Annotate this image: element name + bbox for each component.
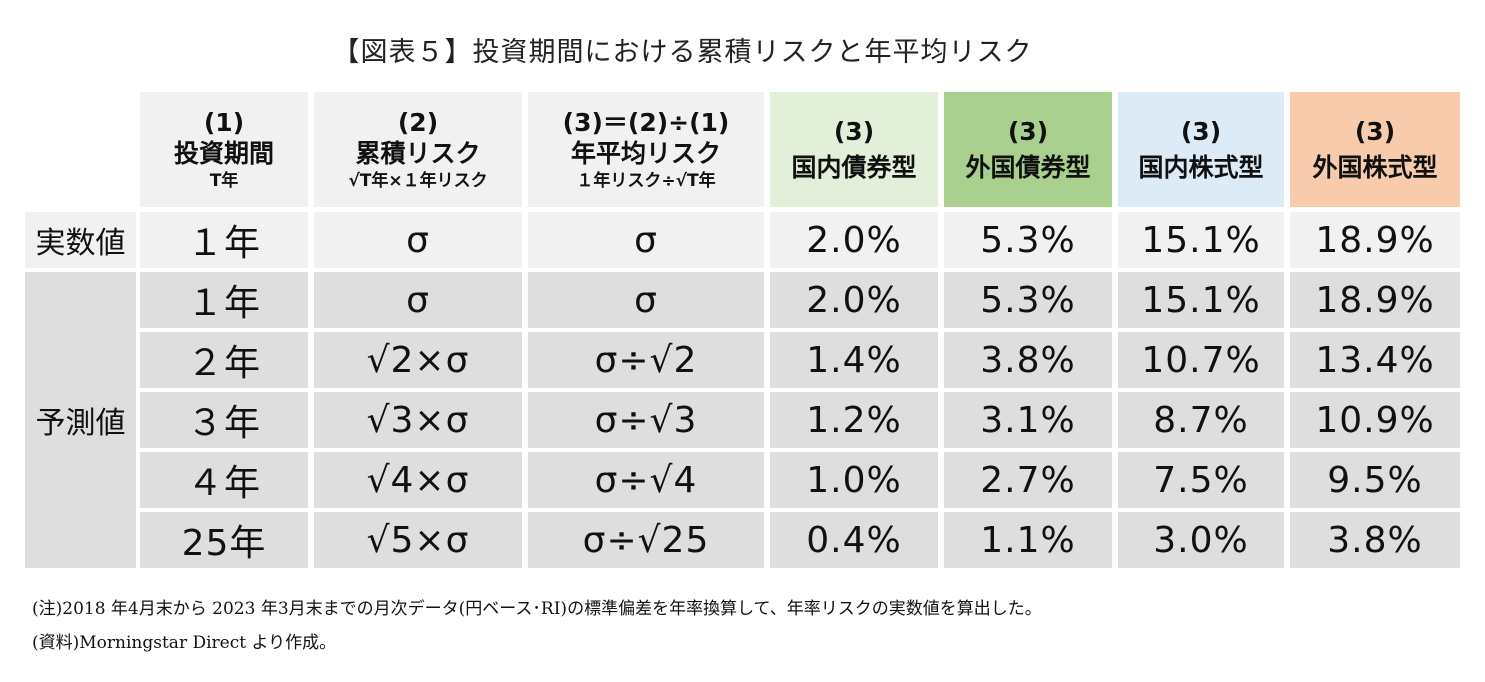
cell-foreign-bond: 5.3%: [944, 212, 1112, 268]
cell-domestic-bond: 1.0%: [770, 452, 938, 508]
cell-domestic-stock: 8.7%: [1118, 392, 1284, 448]
cell-average-risk: σ÷√4: [528, 452, 764, 508]
cell-average-risk: σ÷√3: [528, 392, 764, 448]
header-formula: T年: [209, 170, 239, 191]
cell-domestic-bond: 1.4%: [770, 332, 938, 388]
header-number: (1): [203, 107, 245, 137]
header-number: (3)＝(2)÷(1): [562, 107, 730, 137]
cell-cumulative-risk: σ: [314, 272, 522, 328]
cell-average-risk: σ÷√2: [528, 332, 764, 388]
header-label: 国内株式型: [1138, 152, 1264, 182]
row-group-forecast: 予測値: [25, 272, 136, 568]
header-number: (2): [397, 107, 439, 137]
cell-period: ４年: [140, 452, 308, 508]
cell-period: ２年: [140, 332, 308, 388]
cell-average-risk: σ: [528, 212, 764, 268]
cell-foreign-bond: 3.1%: [944, 392, 1112, 448]
header-cumulative-risk: (2) 累積リスク √T年×１年リスク: [314, 92, 522, 207]
header-label: 国内債券型: [791, 152, 917, 182]
cell-cumulative-risk: √2×σ: [314, 332, 522, 388]
cell-foreign-stock: 10.9%: [1290, 392, 1460, 448]
cell-foreign-bond: 3.8%: [944, 332, 1112, 388]
header-label: 累積リスク: [355, 138, 481, 168]
cell-domestic-stock: 3.0%: [1118, 512, 1284, 568]
row-group-actual: 実数値: [25, 212, 136, 268]
footnote-note: (注)2018 年4月末から 2023 年3月末までの月次データ(円ベース･RI…: [32, 599, 1042, 619]
cell-domestic-bond: 2.0%: [770, 212, 938, 268]
cell-period: １年: [140, 212, 308, 268]
header-average-risk: (3)＝(2)÷(1) 年平均リスク １年リスク÷√T年: [528, 92, 764, 207]
cell-period: 25年: [140, 512, 308, 568]
header-foreign-stock: (3) 外国株式型: [1290, 92, 1460, 207]
cell-foreign-stock: 9.5%: [1290, 452, 1460, 508]
header-foreign-bond: (3) 外国債券型: [944, 92, 1112, 207]
header-label: 年平均リスク: [570, 138, 721, 168]
cell-foreign-bond: 1.1%: [944, 512, 1112, 568]
header-formula: √T年×１年リスク: [348, 170, 488, 191]
header-formula: １年リスク÷√T年: [576, 170, 716, 191]
cell-foreign-stock: 18.9%: [1290, 272, 1460, 328]
cell-average-risk: σ: [528, 272, 764, 328]
cell-average-risk: σ÷√25: [528, 512, 764, 568]
cell-cumulative-risk: √3×σ: [314, 392, 522, 448]
header-label: 外国株式型: [1312, 152, 1438, 182]
cell-foreign-stock: 3.8%: [1290, 512, 1460, 568]
figure-title: 【図表５】投資期間における累積リスクと年平均リスク: [332, 37, 1033, 68]
header-number: (3): [1180, 116, 1222, 146]
cell-domestic-stock: 15.1%: [1118, 272, 1284, 328]
cell-period: １年: [140, 272, 308, 328]
cell-cumulative-risk: √4×σ: [314, 452, 522, 508]
cell-foreign-bond: 5.3%: [944, 272, 1112, 328]
cell-domestic-stock: 15.1%: [1118, 212, 1284, 268]
cell-cumulative-risk: √5×σ: [314, 512, 522, 568]
header-number: (3): [833, 116, 875, 146]
header-number: (3): [1007, 116, 1049, 146]
cell-foreign-stock: 18.9%: [1290, 212, 1460, 268]
header-label: 投資期間: [173, 138, 274, 168]
cell-cumulative-risk: σ: [314, 212, 522, 268]
header-label: 外国債券型: [965, 152, 1091, 182]
cell-foreign-bond: 2.7%: [944, 452, 1112, 508]
cell-domestic-stock: 10.7%: [1118, 332, 1284, 388]
header-number: (3): [1354, 116, 1396, 146]
cell-foreign-stock: 13.4%: [1290, 332, 1460, 388]
cell-period: ３年: [140, 392, 308, 448]
footnote-source: (資料)Morningstar Direct より作成。: [32, 633, 337, 653]
header-period: (1) 投資期間 T年: [140, 92, 308, 207]
cell-domestic-bond: 1.2%: [770, 392, 938, 448]
cell-domestic-bond: 0.4%: [770, 512, 938, 568]
cell-domestic-bond: 2.0%: [770, 272, 938, 328]
header-domestic-stock: (3) 国内株式型: [1118, 92, 1284, 207]
cell-domestic-stock: 7.5%: [1118, 452, 1284, 508]
header-domestic-bond: (3) 国内債券型: [770, 92, 938, 207]
